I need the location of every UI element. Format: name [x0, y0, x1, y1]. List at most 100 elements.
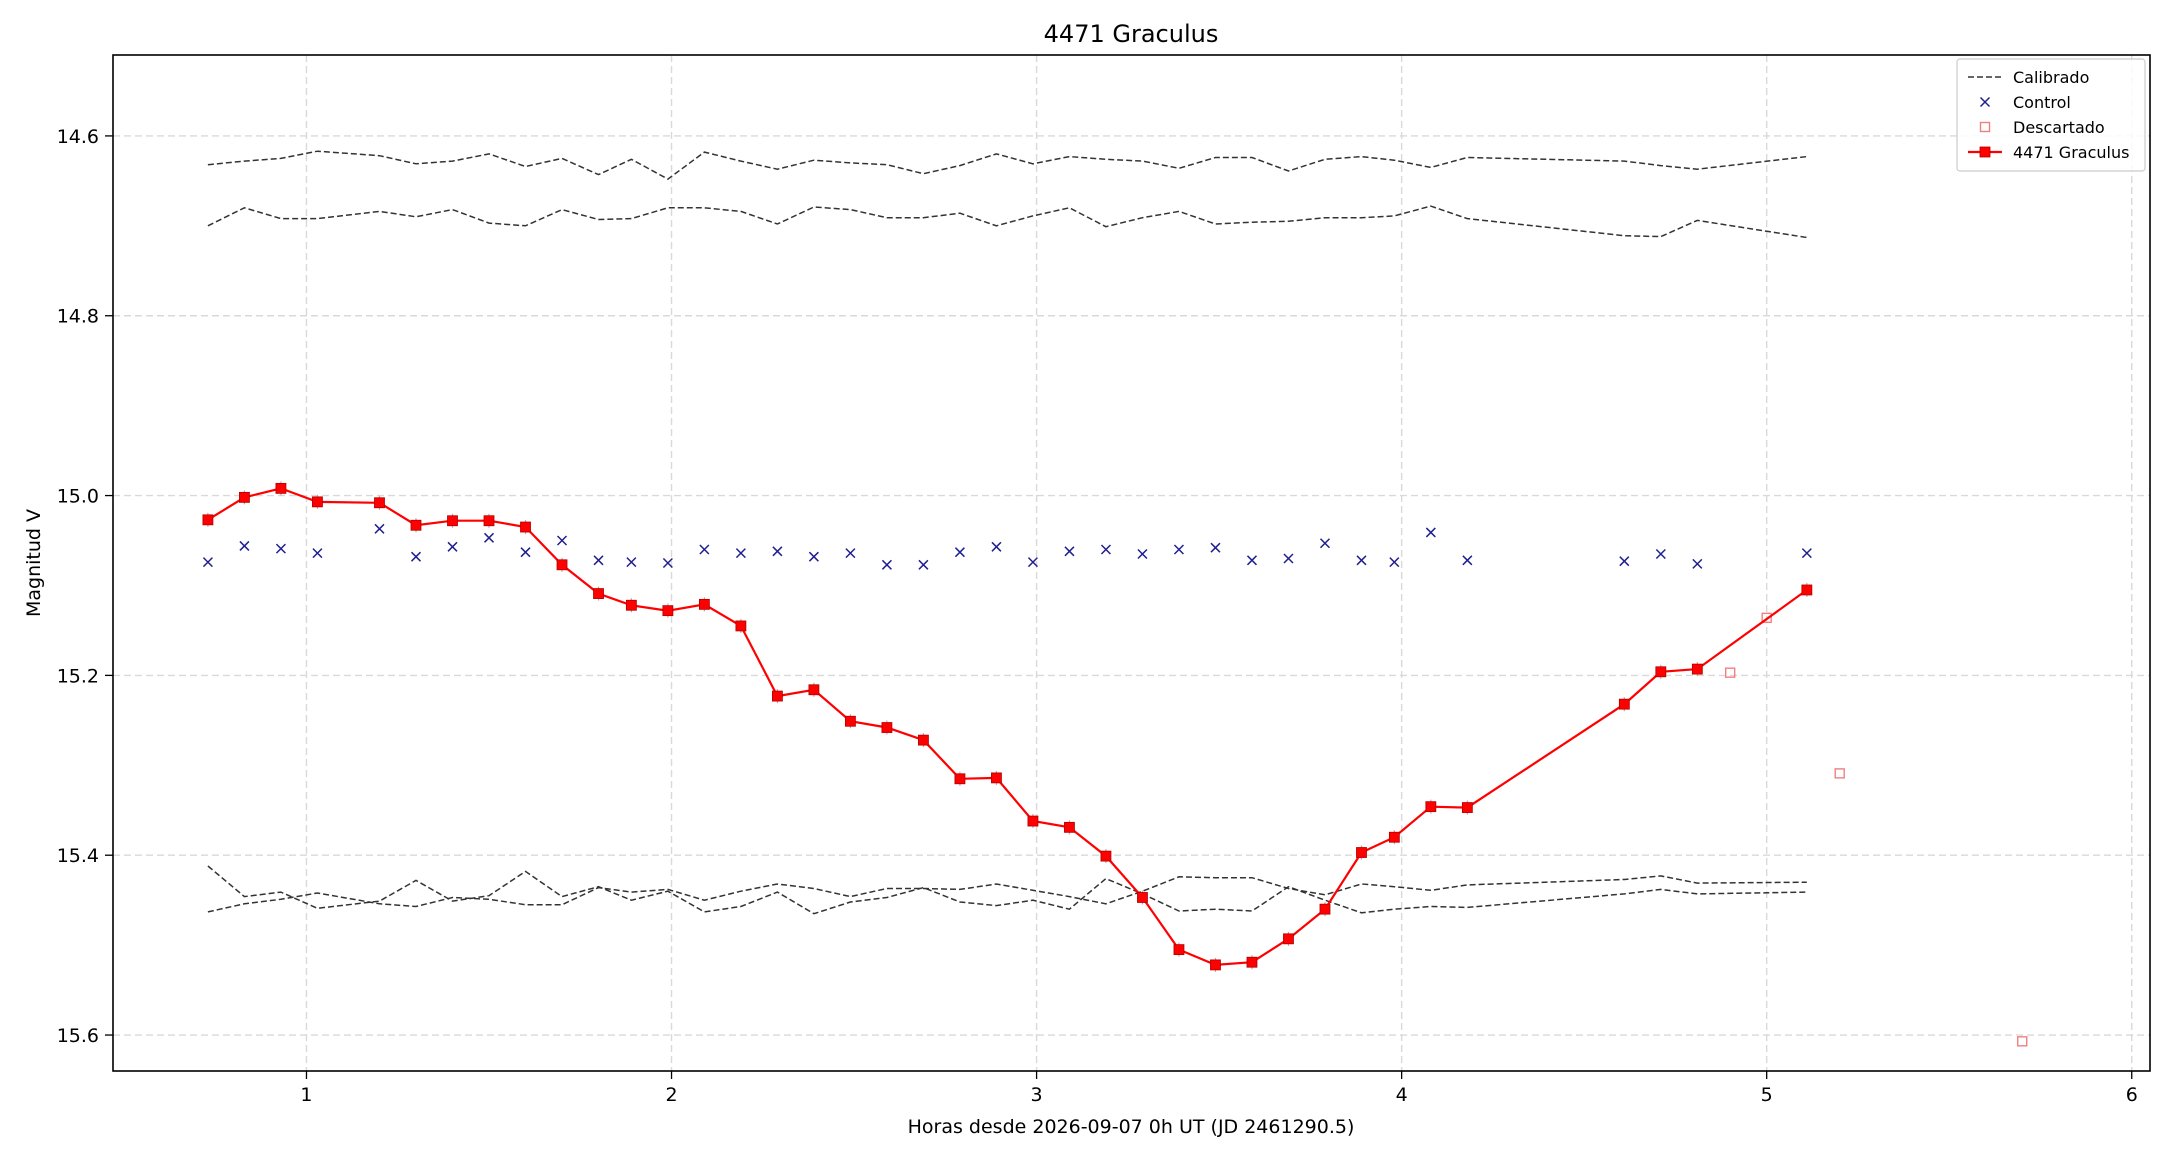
target-point: [1356, 847, 1367, 858]
x-tick-label: 4: [1396, 1084, 1408, 1106]
legend: Calibrado Control Descartado 4471 Graculus: [1956, 58, 2146, 172]
target-point: [625, 599, 637, 611]
control-point: [1210, 542, 1221, 553]
target-point: [1137, 892, 1148, 903]
control-point: [1319, 538, 1331, 549]
y-tick-label: 14.8: [57, 306, 99, 328]
legend-label: Descartado: [2013, 118, 2105, 137]
target-point: [918, 734, 929, 746]
chart-title: 4471 Graculus: [1044, 20, 1219, 48]
target-point: [1461, 802, 1473, 813]
calibrated-line: [207, 150, 1807, 180]
target-point: [275, 482, 287, 494]
control-point: [275, 543, 286, 554]
target-point: [1388, 831, 1400, 843]
calibrated-line: [207, 865, 1807, 915]
target-point: [202, 514, 214, 526]
control-point: [312, 548, 323, 559]
control-point: [772, 546, 783, 557]
target-point: [239, 491, 250, 503]
control-point: [1655, 548, 1666, 560]
axis-ticks: 1 2 3 4 5 6 14.6 14.8 15.0 15.2 15.4 15.6: [57, 126, 2138, 1106]
control-point: [662, 557, 673, 569]
x-tick-label: 6: [2126, 1084, 2138, 1106]
control-point: [483, 532, 495, 543]
y-axis-label: Magnitud V: [23, 509, 45, 617]
control-point: [1619, 556, 1630, 567]
x-tick-label: 2: [665, 1084, 677, 1106]
control-point: [1100, 544, 1111, 555]
discarded-point: [1834, 768, 1845, 779]
target-point: [735, 620, 747, 632]
control-point: [1692, 558, 1703, 569]
control-point: [1801, 548, 1812, 559]
control-point: [1462, 555, 1473, 566]
discarded-point: [2017, 1036, 2028, 1047]
calibrated-line: [207, 875, 1807, 913]
control-point: [699, 544, 710, 555]
control-point: [1356, 555, 1367, 566]
control-point: [520, 547, 531, 558]
legend-box: [1956, 58, 2146, 172]
target-point: [1027, 815, 1039, 827]
control-point: [845, 548, 856, 559]
control-point: [1137, 548, 1148, 560]
x-axis-label: Horas desde 2026-09-07 0h UT (JD 2461290…: [908, 1116, 1355, 1138]
control-point: [991, 541, 1002, 552]
target-point: [771, 690, 783, 702]
y-tick-label: 15.2: [57, 665, 99, 687]
target-point: [1319, 903, 1331, 915]
grid: [113, 55, 2150, 1071]
y-tick-label: 15.6: [57, 1025, 99, 1047]
discarded-markers: [1724, 612, 2028, 1047]
calibrated-lines: [207, 150, 1807, 915]
target-point: [447, 515, 458, 527]
control-point: [556, 535, 568, 546]
target-point: [1801, 584, 1813, 596]
control-point: [1173, 544, 1184, 555]
target-point: [410, 519, 422, 531]
legend-swatch-target-marker: [1979, 146, 1991, 158]
legend-label: Control: [2013, 93, 2071, 112]
control-point: [1064, 546, 1075, 557]
control-point: [239, 540, 250, 551]
target-point: [1210, 959, 1221, 971]
control-point: [1389, 557, 1400, 568]
control-point: [410, 551, 422, 562]
control-point: [1425, 527, 1436, 538]
target-point: [808, 684, 820, 696]
target-point: [662, 605, 674, 617]
control-point: [447, 541, 458, 552]
control-point: [918, 559, 929, 570]
legend-swatch-control: [1979, 96, 1991, 108]
plot-frame: [112, 54, 2151, 1072]
control-markers: [202, 523, 1812, 570]
x-tick-label: 5: [1761, 1084, 1773, 1106]
control-point: [374, 523, 385, 534]
target-point: [1691, 663, 1703, 675]
legend-swatch-descartado: [1979, 121, 1991, 133]
target-series: [202, 481, 1813, 972]
target-point: [1100, 850, 1112, 862]
y-tick-label: 15.0: [57, 486, 99, 508]
discarded-point: [1761, 612, 1772, 624]
target-point: [1064, 821, 1075, 833]
calibrated-line: [207, 205, 1807, 239]
target-point: [312, 496, 323, 508]
target-point: [1246, 956, 1258, 968]
target-point: [1173, 944, 1185, 956]
target-point: [483, 515, 495, 527]
target-point: [881, 722, 893, 733]
target-point: [593, 588, 604, 599]
x-tick-label: 3: [1031, 1084, 1043, 1106]
discarded-point: [1724, 667, 1736, 678]
target-point: [556, 559, 568, 571]
control-point: [735, 548, 746, 559]
target-point: [1618, 698, 1630, 710]
control-point: [1027, 557, 1038, 568]
target-point: [520, 521, 531, 533]
target-point: [845, 715, 856, 727]
control-point: [1283, 553, 1294, 564]
